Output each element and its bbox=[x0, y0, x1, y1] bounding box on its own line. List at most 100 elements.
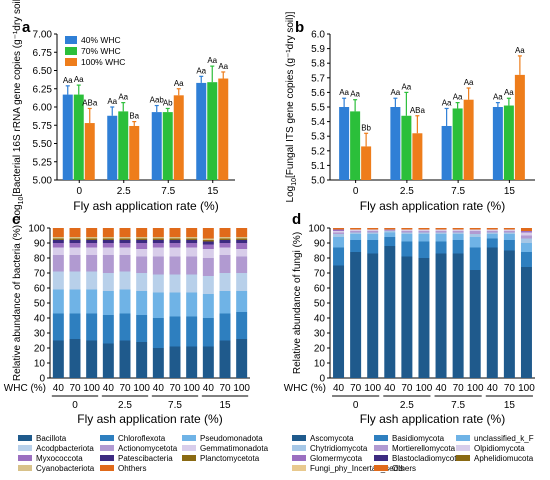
legend-label: Aphelidiomucota bbox=[474, 454, 534, 463]
stack-segment bbox=[169, 228, 181, 237]
group-label: 15 bbox=[504, 400, 516, 411]
stack-segment bbox=[469, 270, 481, 378]
stack-segment bbox=[69, 313, 81, 339]
stack-segment bbox=[202, 238, 214, 240]
significance-label: Aa bbox=[453, 93, 463, 102]
stack-segment bbox=[418, 232, 430, 234]
significance-label: ABa bbox=[410, 106, 426, 115]
significance-label: ABa bbox=[82, 98, 98, 107]
x-tick-label: 15 bbox=[504, 186, 516, 197]
stack-segment bbox=[452, 253, 464, 378]
stack-segment bbox=[486, 231, 498, 233]
stack-segment bbox=[52, 240, 64, 243]
stack-segment bbox=[236, 291, 248, 312]
stack-segment bbox=[186, 292, 198, 317]
y-axis-title: Log10[Bacterial 16S rRNA gene copies (g⁻… bbox=[12, 0, 25, 221]
legend-swatch bbox=[456, 435, 470, 441]
stack-segment bbox=[186, 346, 198, 378]
legend-swatch bbox=[292, 445, 306, 451]
stack-segment bbox=[367, 232, 379, 234]
panel-letter: d bbox=[292, 211, 301, 228]
stack-segment bbox=[136, 237, 148, 239]
stack-segment bbox=[469, 237, 481, 248]
stack-segment bbox=[152, 274, 164, 293]
x-tick-label: 100 bbox=[133, 383, 150, 394]
significance-label: Ba bbox=[129, 112, 139, 121]
x-tick-label: 40 bbox=[333, 383, 345, 394]
stack-segment bbox=[452, 232, 464, 234]
significance-label: Aa bbox=[207, 56, 217, 65]
bar bbox=[350, 111, 361, 180]
stack-segment bbox=[469, 247, 481, 270]
stack-segment bbox=[102, 238, 114, 240]
bar bbox=[401, 115, 412, 180]
legend-swatch bbox=[374, 445, 388, 451]
y-tick-label: 5.25 bbox=[33, 157, 53, 168]
stack-segment bbox=[333, 232, 345, 234]
stack-segment bbox=[401, 241, 413, 257]
stack-segment bbox=[152, 292, 164, 318]
whc-label: WHC (%) bbox=[4, 383, 46, 394]
stack-segment bbox=[202, 318, 214, 347]
stack-segment bbox=[152, 256, 164, 275]
stack-segment bbox=[350, 228, 362, 230]
stack-segment bbox=[333, 247, 345, 266]
x-tick-label: 40 bbox=[487, 383, 499, 394]
stack-segment bbox=[236, 249, 248, 257]
y-tick-label: 50 bbox=[314, 299, 326, 310]
y-tick-label: 6.25 bbox=[33, 84, 53, 95]
stack-segment bbox=[469, 229, 481, 231]
stack-segment bbox=[86, 238, 98, 240]
stack-segment bbox=[452, 228, 464, 230]
stack-segment bbox=[520, 252, 532, 267]
stack-segment bbox=[486, 247, 498, 378]
stack-segment bbox=[69, 238, 81, 240]
stack-segment bbox=[86, 237, 98, 239]
stack-segment bbox=[102, 240, 114, 243]
x-tick-label: 100 bbox=[183, 383, 200, 394]
y-tick-label: 5.50 bbox=[33, 139, 53, 150]
y-tick-label: 6.0 bbox=[311, 30, 325, 41]
stack-segment bbox=[169, 243, 181, 248]
bar bbox=[463, 99, 474, 180]
stack-segment bbox=[486, 238, 498, 248]
legend-swatch bbox=[182, 445, 196, 451]
stack-segment bbox=[469, 234, 481, 237]
stack-segment bbox=[136, 240, 148, 243]
significance-label: Aa bbox=[464, 78, 474, 87]
stack-segment bbox=[384, 232, 396, 237]
stack-segment bbox=[435, 232, 447, 234]
legend-swatch bbox=[65, 36, 77, 44]
stack-segment bbox=[202, 249, 214, 258]
stack-segment bbox=[169, 292, 181, 317]
stack-segment bbox=[435, 231, 447, 233]
stack-segment bbox=[219, 243, 231, 248]
stack-segment bbox=[384, 231, 396, 233]
stack-segment bbox=[186, 238, 198, 240]
significance-label: Aa bbox=[442, 98, 452, 107]
stack-segment bbox=[86, 240, 98, 243]
x-tick-label: 100 bbox=[518, 383, 535, 394]
stack-segment bbox=[152, 348, 164, 378]
stack-segment bbox=[520, 231, 532, 233]
legend-label: Olpidiomycota bbox=[474, 444, 525, 453]
stack-segment bbox=[486, 232, 498, 234]
stack-segment bbox=[69, 247, 81, 255]
legend-swatch bbox=[100, 465, 114, 471]
stack-segment bbox=[520, 228, 532, 231]
x-tick-label: 40 bbox=[203, 383, 215, 394]
y-tick-label: 5.7 bbox=[311, 73, 325, 84]
legend-swatch bbox=[182, 435, 196, 441]
significance-label: Aa bbox=[174, 79, 184, 88]
significance-label: Aa bbox=[196, 66, 206, 75]
stack-segment bbox=[452, 234, 464, 240]
stack-segment bbox=[236, 339, 248, 378]
stack-segment bbox=[418, 228, 430, 230]
significance-label: Aa bbox=[390, 88, 400, 97]
y-tick-label: 5.6 bbox=[311, 88, 325, 99]
stack-segment bbox=[186, 240, 198, 243]
stack-segment bbox=[102, 255, 114, 273]
x-tick-label: 70 bbox=[219, 383, 231, 394]
x-tick-label: 100 bbox=[364, 383, 381, 394]
